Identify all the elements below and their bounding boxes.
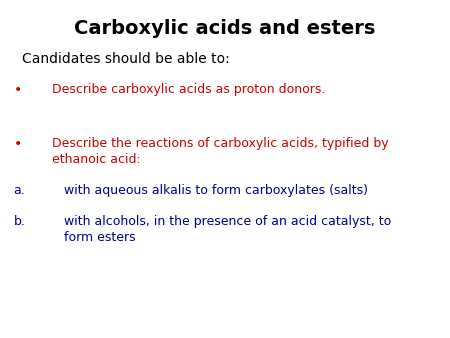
Text: with alcohols, in the presence of an acid catalyst, to
   form esters: with alcohols, in the presence of an aci… xyxy=(52,215,391,244)
Text: •: • xyxy=(14,137,22,151)
Text: b.: b. xyxy=(14,215,25,227)
Text: •: • xyxy=(14,83,22,97)
Text: with aqueous alkalis to form carboxylates (salts): with aqueous alkalis to form carboxylate… xyxy=(52,184,368,197)
Text: Describe the reactions of carboxylic acids, typified by
ethanoic acid:: Describe the reactions of carboxylic aci… xyxy=(52,137,388,166)
Text: Describe carboxylic acids as proton donors.: Describe carboxylic acids as proton dono… xyxy=(52,83,325,96)
Text: Candidates should be able to:: Candidates should be able to: xyxy=(22,52,230,66)
Text: a.: a. xyxy=(14,184,25,197)
Text: Carboxylic acids and esters: Carboxylic acids and esters xyxy=(74,19,376,38)
